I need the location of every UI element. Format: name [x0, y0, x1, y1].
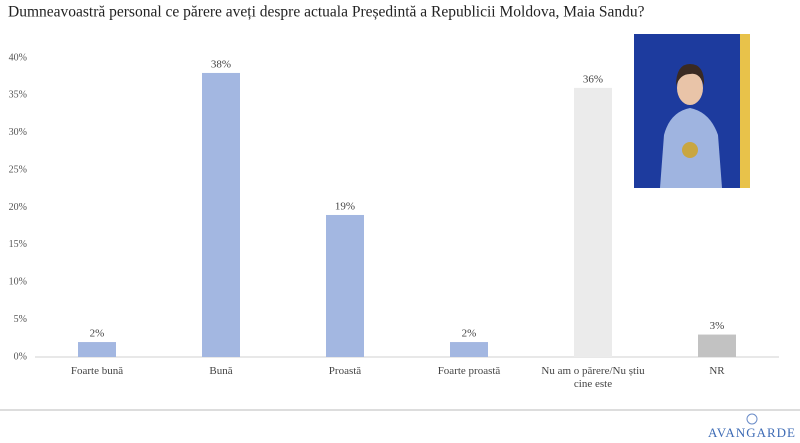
- y-tick-label: 10%: [9, 277, 27, 288]
- y-tick-label: 15%: [9, 239, 27, 250]
- y-tick-label: 40%: [9, 52, 27, 63]
- value-label: 2%: [462, 328, 477, 340]
- bar: [202, 72, 240, 357]
- logo-icon: [746, 413, 758, 425]
- x-tick-label: Nu am o părere/Nu știu cine este: [541, 365, 645, 390]
- bar: [78, 342, 116, 357]
- value-label: 3%: [710, 320, 725, 332]
- x-tick-label: NR: [709, 365, 725, 377]
- x-tick-label: Proastă: [328, 365, 362, 377]
- y-tick-label: 35%: [9, 90, 27, 101]
- bar: [326, 214, 364, 357]
- x-tick-label: Bună: [209, 365, 233, 377]
- y-tick-label: 30%: [9, 127, 27, 138]
- bar: [698, 334, 736, 357]
- x-tick-label: Foarte proastă: [437, 365, 501, 377]
- value-label: 38%: [211, 58, 231, 70]
- value-label: 19%: [335, 201, 355, 213]
- bar: [574, 87, 612, 358]
- logo: AVANGARDE: [708, 425, 796, 440]
- y-tick-label: 5%: [14, 314, 27, 325]
- chart-title: Dumneavoastră personal ce părere aveți d…: [8, 4, 645, 21]
- bar: [450, 342, 488, 357]
- y-tick-label: 25%: [9, 164, 27, 175]
- value-label: 2%: [90, 328, 105, 340]
- value-label: 36%: [583, 73, 603, 85]
- x-tick-label: Foarte bună: [70, 365, 124, 377]
- y-tick-label: 20%: [9, 202, 27, 213]
- y-tick-label: 0%: [14, 351, 27, 362]
- photo: [634, 34, 750, 188]
